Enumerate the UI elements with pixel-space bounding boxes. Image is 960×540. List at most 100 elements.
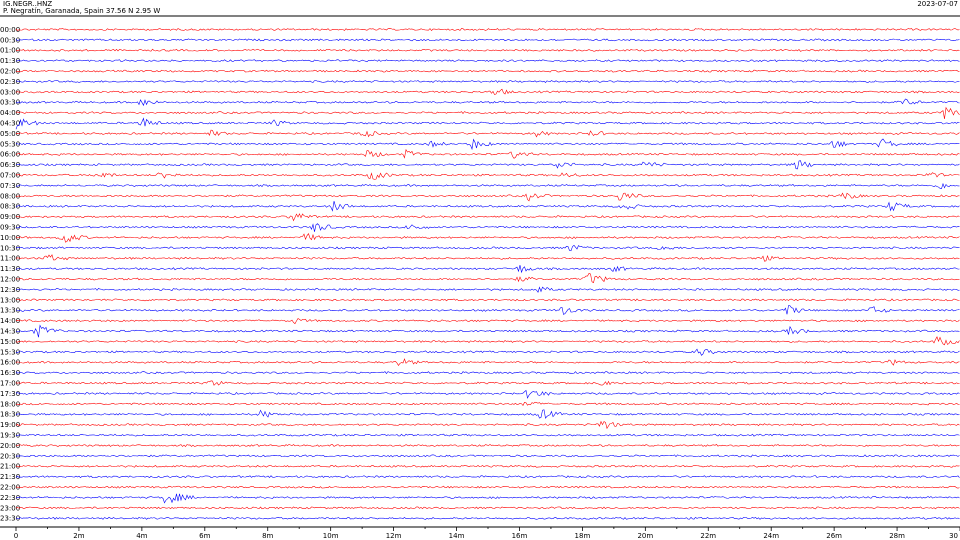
row-label-0000: 00:00 bbox=[0, 26, 20, 34]
x-tick-label-0: 0 bbox=[14, 532, 18, 540]
trace-1930 bbox=[15, 433, 960, 437]
x-tick-label-20: 20m bbox=[637, 532, 653, 540]
row-label-0830: 08:30 bbox=[0, 203, 20, 211]
trace-0300 bbox=[15, 88, 960, 95]
row-label-2000: 20:00 bbox=[0, 442, 20, 450]
row-label-1230: 12:30 bbox=[0, 286, 20, 294]
row-label-0030: 00:30 bbox=[0, 36, 20, 44]
x-tick-label-2: 2m bbox=[73, 532, 84, 540]
trace-0700 bbox=[15, 172, 960, 180]
row-label-1530: 15:30 bbox=[0, 348, 20, 356]
station-code: IG.NEGR..HNZ bbox=[3, 0, 53, 8]
trace-0900 bbox=[15, 213, 960, 222]
trace-1430 bbox=[15, 324, 960, 338]
trace-1800 bbox=[15, 401, 960, 406]
x-tick-label-10: 10m bbox=[323, 532, 339, 540]
row-label-0800: 08:00 bbox=[0, 192, 20, 200]
trace-1900 bbox=[15, 420, 960, 430]
trace-1000 bbox=[15, 233, 960, 243]
x-tick-label-6: 6m bbox=[199, 532, 210, 540]
x-tick-label-28: 28m bbox=[889, 532, 905, 540]
x-tick-label-8: 8m bbox=[262, 532, 273, 540]
row-label-1300: 13:00 bbox=[0, 296, 20, 304]
row-label-0400: 04:00 bbox=[0, 109, 20, 117]
trace-0500 bbox=[15, 129, 960, 138]
x-tick-label-4: 4m bbox=[136, 532, 147, 540]
trace-2330 bbox=[15, 516, 960, 520]
row-label-1930: 19:30 bbox=[0, 432, 20, 440]
row-label-0200: 02:00 bbox=[0, 68, 20, 76]
x-tick-label-24: 24m bbox=[763, 532, 779, 540]
chart-header: IG.NEGR..HNZ P. Negratín, Garanada, Spai… bbox=[0, 0, 960, 16]
chart-date: 2023-07-07 bbox=[917, 0, 958, 8]
trace-1100 bbox=[15, 254, 960, 262]
row-label-1330: 13:30 bbox=[0, 307, 20, 315]
trace-0930 bbox=[15, 223, 960, 232]
x-tick-label-12: 12m bbox=[386, 532, 402, 540]
row-label-0630: 06:30 bbox=[0, 161, 20, 169]
row-label-0530: 05:30 bbox=[0, 140, 20, 148]
x-tick-label-14: 14m bbox=[449, 532, 465, 540]
row-label-1030: 10:30 bbox=[0, 244, 20, 252]
x-tick-label-16: 16m bbox=[512, 532, 528, 540]
trace-0630 bbox=[15, 160, 960, 170]
trace-0600 bbox=[15, 148, 960, 159]
row-label-0300: 03:00 bbox=[0, 88, 20, 96]
row-label-1600: 16:00 bbox=[0, 359, 20, 367]
trace-0800 bbox=[15, 192, 960, 202]
row-label-1430: 14:30 bbox=[0, 328, 20, 336]
row-label-0730: 07:30 bbox=[0, 182, 20, 190]
trace-0200 bbox=[15, 69, 960, 73]
trace-2300 bbox=[15, 506, 960, 510]
row-label-1800: 18:00 bbox=[0, 400, 20, 408]
trace-1830 bbox=[15, 409, 960, 419]
trace-1500 bbox=[15, 336, 960, 346]
trace-2000 bbox=[15, 444, 960, 448]
trace-1400 bbox=[15, 318, 960, 325]
row-label-2300: 23:00 bbox=[0, 504, 20, 512]
trace-1200 bbox=[15, 273, 960, 284]
row-label-1200: 12:00 bbox=[0, 276, 20, 284]
row-label-1100: 11:00 bbox=[0, 255, 20, 263]
trace-0100 bbox=[15, 48, 960, 52]
trace-0400 bbox=[15, 106, 960, 120]
trace-2200 bbox=[15, 485, 960, 489]
row-label-1400: 14:00 bbox=[0, 317, 20, 325]
trace-1630 bbox=[15, 371, 960, 375]
trace-0430 bbox=[15, 117, 960, 130]
row-label-2130: 21:30 bbox=[0, 473, 20, 481]
trace-1530 bbox=[15, 348, 960, 356]
x-tick-label-18: 18m bbox=[575, 532, 591, 540]
row-label-0600: 06:00 bbox=[0, 151, 20, 159]
trace-0130 bbox=[15, 59, 960, 63]
trace-0230 bbox=[15, 80, 960, 83]
trace-1300 bbox=[15, 298, 960, 302]
row-label-1730: 17:30 bbox=[0, 390, 20, 398]
row-label-0130: 01:30 bbox=[0, 57, 20, 65]
row-label-2200: 22:00 bbox=[0, 484, 20, 492]
station-location: P. Negratín, Garanada, Spain 37.56 N 2.9… bbox=[3, 7, 161, 15]
row-label-1700: 17:00 bbox=[0, 380, 20, 388]
row-label-2330: 23:30 bbox=[0, 515, 20, 523]
row-label-1630: 16:30 bbox=[0, 369, 20, 377]
trace-0030 bbox=[15, 38, 960, 42]
row-label-2230: 22:30 bbox=[0, 494, 20, 502]
x-tick-label-22: 22m bbox=[700, 532, 716, 540]
trace-0000 bbox=[15, 28, 960, 31]
trace-0730 bbox=[16, 182, 960, 190]
row-label-0330: 03:30 bbox=[0, 99, 20, 107]
row-label-0230: 02:30 bbox=[0, 78, 20, 86]
row-label-0700: 07:00 bbox=[0, 172, 20, 180]
trace-2100 bbox=[15, 464, 960, 468]
trace-0530 bbox=[15, 138, 960, 151]
trace-1030 bbox=[15, 244, 960, 252]
row-label-0100: 01:00 bbox=[0, 47, 20, 55]
trace-2030 bbox=[15, 454, 960, 458]
row-label-1500: 15:00 bbox=[0, 338, 20, 346]
row-label-0430: 04:30 bbox=[0, 120, 20, 128]
row-label-2030: 20:30 bbox=[0, 452, 20, 460]
trace-0330 bbox=[15, 98, 960, 107]
trace-1730 bbox=[15, 389, 960, 399]
row-label-1830: 18:30 bbox=[0, 411, 20, 419]
